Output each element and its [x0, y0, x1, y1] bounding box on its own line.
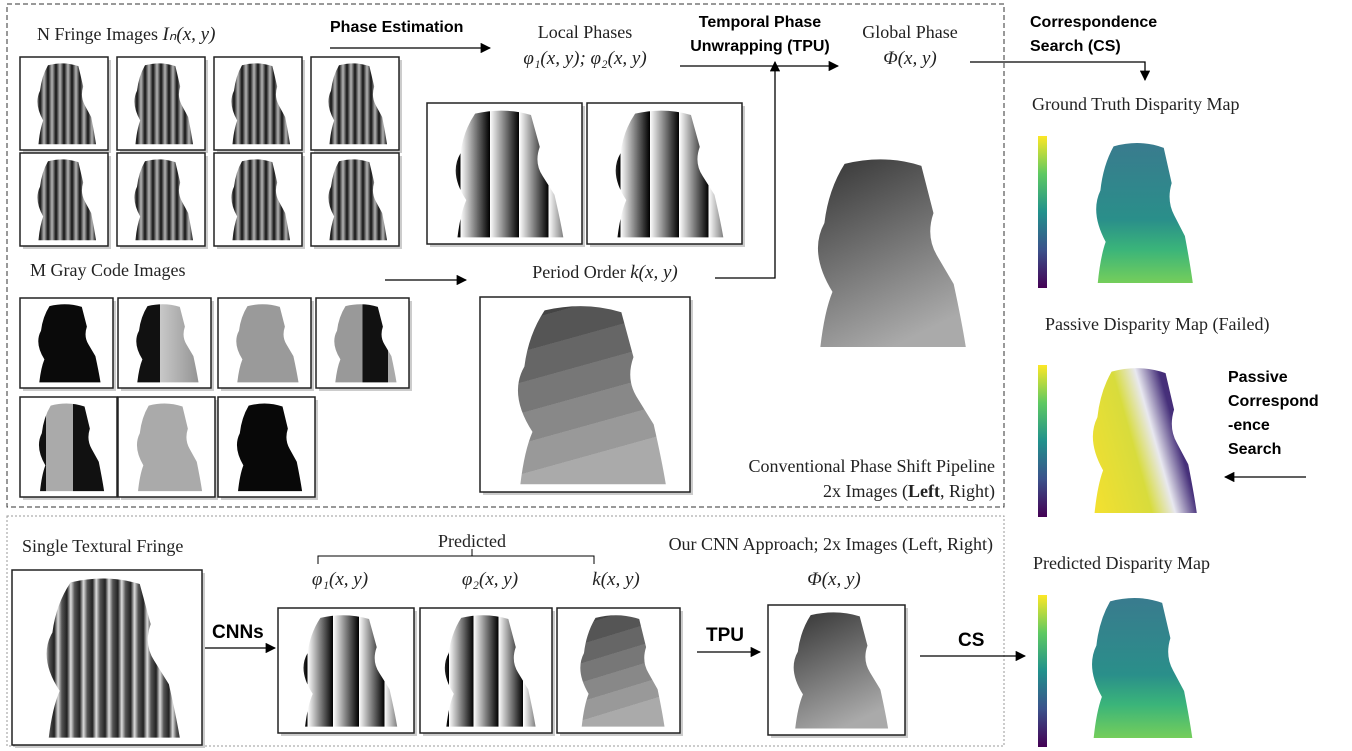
arrow [970, 62, 1145, 80]
passive-search: Correspond [1228, 393, 1319, 410]
image [1069, 364, 1211, 516]
passive-search: Passive [1228, 369, 1288, 386]
gray-code-label: M Gray Code Images [30, 260, 185, 280]
global-phase-math: Φ(x, y) [883, 48, 936, 69]
text-bold: Left [908, 481, 940, 501]
local-phases-math: φ₁(x, y); φ₂(x, y) [523, 48, 646, 69]
pipeline-caption: Conventional Phase Shift Pipeline [749, 456, 995, 476]
bracket [318, 549, 594, 564]
cs-label: CS [958, 630, 984, 651]
colorbar [1038, 595, 1047, 747]
local-phases: Local Phases [538, 22, 632, 42]
tpu-label: Unwrapping (TPU) [690, 38, 830, 55]
global-phase: Φ(x, y) [807, 569, 860, 590]
images [12, 57, 1211, 748]
figure: N Fringe Images Iₙ(x, y) Phase Estimatio… [0, 0, 1352, 751]
text: 2x Images ( [823, 481, 908, 502]
passive-label: Passive Disparity Map (Failed) [1045, 314, 1269, 335]
global-phase: Global Phase [862, 22, 957, 42]
page: Phase shift pipeline vs CNN approach {"p… [0, 0, 1352, 751]
phi2: φ₂(x, y) [462, 569, 518, 590]
phi1: φ₁(x, y) [312, 569, 368, 590]
period-order: k(x, y) [592, 569, 639, 590]
cnns-label: CNNs [212, 622, 264, 643]
passive-search: -ence [1228, 417, 1270, 434]
cs-label: Search (CS) [1030, 38, 1121, 55]
text: , Right) [940, 481, 995, 502]
tpu-label: TPU [706, 625, 744, 646]
math: k(x, y) [630, 262, 677, 283]
tpu-label: Temporal Phase [699, 14, 822, 31]
colorbar [1038, 365, 1047, 517]
label: N Fringe Images [37, 24, 162, 44]
input-label: Single Textural Fringe [22, 536, 183, 556]
predicted-label: Predicted Disparity Map [1033, 553, 1210, 573]
gt-label: Ground Truth Disparity Map [1032, 94, 1240, 114]
period-order-label: Period Order k(x, y) [532, 262, 677, 283]
image [1074, 139, 1206, 286]
passive-search: Search [1228, 441, 1281, 458]
fringe-label: N Fringe Images Iₙ(x, y) [37, 24, 215, 45]
pipeline-caption-images: 2x Images (Left, Right) [823, 481, 995, 502]
cs-label: Correspondence [1030, 14, 1157, 31]
image [784, 154, 986, 351]
phase-estimation: Phase Estimation [330, 19, 463, 36]
colorbar [1038, 136, 1047, 288]
image [1069, 594, 1206, 741]
cnn-caption: Our CNN Approach; 2x Images (Left, Right… [669, 534, 993, 555]
label: Period Order [532, 262, 630, 282]
body: N Fringe Images Iₙ(x, y) Phase Estimatio… [0, 0, 1352, 751]
predicted-label: Predicted [438, 531, 506, 551]
math: Iₙ(x, y) [161, 24, 215, 45]
